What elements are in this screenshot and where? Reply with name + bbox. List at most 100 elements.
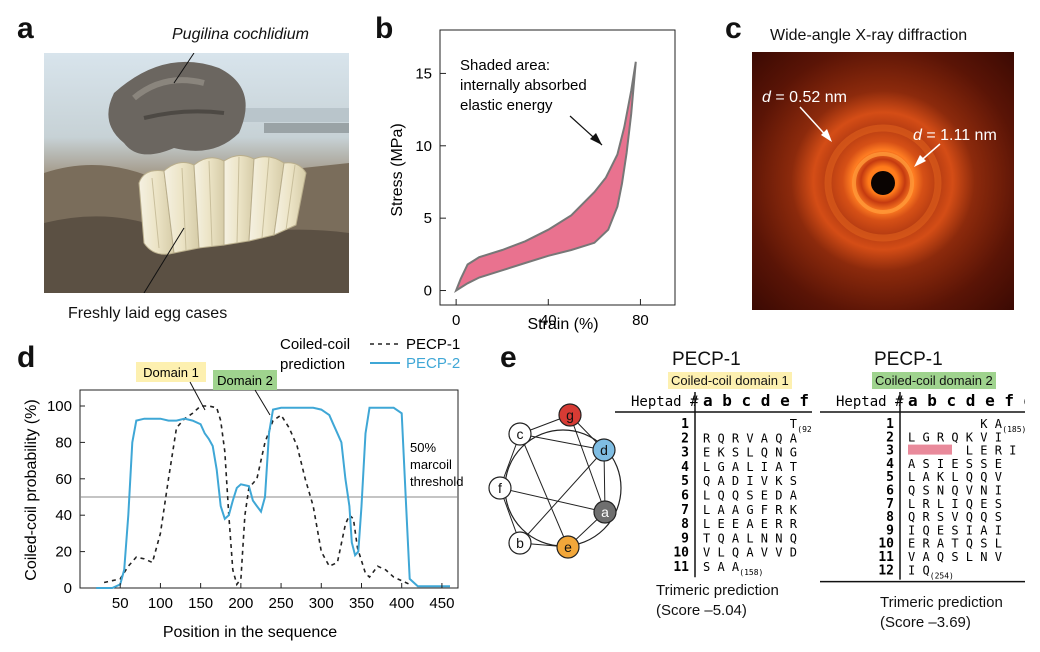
y-tick-label: 40 [55, 507, 72, 524]
d-symbol-1: d [762, 89, 771, 106]
absorbed-energy-area [454, 61, 637, 293]
helical-wheel: g d a e b f c [488, 403, 622, 559]
y-tick-label: 5 [424, 210, 432, 227]
heptad-number: 4 [681, 460, 689, 475]
y-axis-label: Stress (MPa) [389, 123, 406, 216]
heptad-sequence: L E E A E R R [703, 517, 798, 531]
wheel-label-a: a [601, 504, 609, 520]
domain-2-label: Domain 2 [217, 373, 273, 388]
d-symbol-2: d [913, 127, 922, 144]
annotation-line-3: elastic energy [460, 97, 553, 114]
heptad-sequence: I Q E S I A I [908, 523, 1002, 537]
heptad-number: 1 [886, 417, 894, 432]
heptad-sequence: A S I E S S E [908, 457, 1002, 471]
domain-1-box [136, 362, 206, 382]
heptad-number: 7 [886, 497, 894, 512]
y-tick-label: 100 [47, 398, 72, 415]
x-tick-label: 100 [148, 595, 173, 612]
x-axis-label: Position in the sequence [163, 624, 337, 641]
heptad-sequence: T Q A L N N Q [703, 531, 797, 545]
heptad-sequence: K A [908, 417, 1003, 431]
heptad-header-letters: a b c d e f g [703, 391, 812, 410]
x-tick-label: 300 [309, 595, 334, 612]
legend-title-1: Coiled-coil [280, 336, 350, 353]
annotation-arrowhead [590, 133, 602, 145]
x-tick-label: 80 [632, 312, 649, 329]
heptad-sequence: S A A [703, 560, 740, 574]
heptad-number: 4 [886, 457, 894, 472]
threshold-label-3: threshold [410, 474, 463, 489]
x-tick-label: 200 [228, 595, 253, 612]
wheel-label-b: b [516, 535, 524, 551]
species-label: Pugilina cochlidium [172, 26, 309, 43]
heptad-gap-marker [908, 444, 952, 455]
heptad-number: 10 [673, 546, 689, 561]
panel-letter-a: a [17, 12, 34, 45]
heptad-number: 8 [886, 510, 894, 525]
threshold-label-1: 50% [410, 440, 436, 455]
heptad-number: 3 [886, 444, 894, 459]
wheel-label-c: c [517, 426, 524, 442]
heptad-number: 5 [681, 474, 689, 489]
egg-cases-label: Freshly laid egg cases [68, 305, 228, 322]
heptad-table-2: Heptad # a b c d e f g 1 K A (185) 2 L G R Q … [820, 391, 1025, 583]
heptad-residue-index: (92) [797, 425, 812, 434]
wheel-node-a [593, 500, 617, 524]
heptad-number: 2 [886, 430, 894, 445]
heptad-sequence: L Q Q S E D A [703, 489, 798, 503]
wheel-node-c [508, 422, 532, 446]
table1-title: PECP-1 [672, 349, 741, 370]
heptad-sequence: L R L I Q E S [908, 497, 1002, 511]
heptad-header-label: Heptad # [836, 394, 904, 410]
y-tick-label: 0 [64, 580, 72, 597]
heptad-sequence: Q A D I V K S [703, 474, 797, 488]
xrd-title: Wide-angle X-ray diffraction [770, 27, 968, 44]
wheel-node-e [556, 535, 580, 559]
wheel-label-g: g [566, 407, 574, 423]
heptad-number: 8 [681, 517, 689, 532]
legend-title-2: prediction [280, 356, 345, 373]
heptad-number: 10 [878, 537, 894, 552]
y-tick-label: 0 [424, 283, 432, 300]
domain-2-box [213, 370, 277, 390]
x-tick-label: 0 [452, 312, 460, 329]
legend-label-pecp-1: PECP-1 [406, 336, 460, 353]
table2-prediction: Trimeric prediction [880, 594, 1003, 611]
x-axis-label: Strain (%) [527, 316, 598, 333]
heptad-sequence: I Q [908, 563, 930, 577]
coiled-coil-chart: 50 100 150 200 250 300 350 400 450 0 20 40 60 80 100 P… [23, 336, 463, 641]
series-pecp-2 [96, 406, 450, 589]
panel-letter-d: d [17, 341, 36, 374]
d-spacing-1-value: = 0.52 nm [770, 89, 847, 106]
plot-frame [439, 29, 676, 306]
heptad-sequence: L A A G F R K [703, 503, 798, 517]
wheel-label-e: e [564, 539, 572, 555]
heptad-sequence: T [703, 417, 797, 431]
wheel-node-b [508, 531, 532, 555]
heptad-number: 6 [886, 484, 894, 499]
heptad-sequence: L G R Q K V I [908, 430, 1002, 444]
heptad-sequence: L G A L I A T [703, 460, 797, 474]
heptad-sequence: V A Q S L N V [908, 550, 1002, 564]
d-spacing-2-value: = 1.11 nm [921, 127, 997, 144]
heptad-number: 5 [886, 470, 894, 485]
annotation-line-1: Shaded area: [460, 57, 550, 74]
y-tick-label: 60 [55, 471, 72, 488]
heptad-residue-index: (254) [930, 571, 954, 580]
heptad-number: 9 [681, 531, 689, 546]
domain-1-label: Domain 1 [143, 365, 199, 380]
x-tick-label: 50 [112, 595, 129, 612]
series-pecp-1 [103, 405, 411, 587]
heptad-sequence: E R A T Q S L [908, 537, 1002, 551]
heptad-residue-index: (158) [739, 568, 763, 577]
wheel-label-f: f [498, 480, 502, 496]
heptad-number: 1 [681, 417, 689, 432]
heptad-number: 2 [681, 431, 689, 446]
table2-score: (Score –3.69) [880, 614, 971, 631]
heptad-number: 7 [681, 503, 689, 518]
y-tick-label: 80 [55, 434, 72, 451]
table2-title: PECP-1 [874, 349, 943, 370]
heptad-sequence: L A K L Q Q V [908, 470, 1002, 484]
heptad-number: 11 [673, 560, 689, 575]
table1-prediction: Trimeric prediction [656, 582, 779, 599]
